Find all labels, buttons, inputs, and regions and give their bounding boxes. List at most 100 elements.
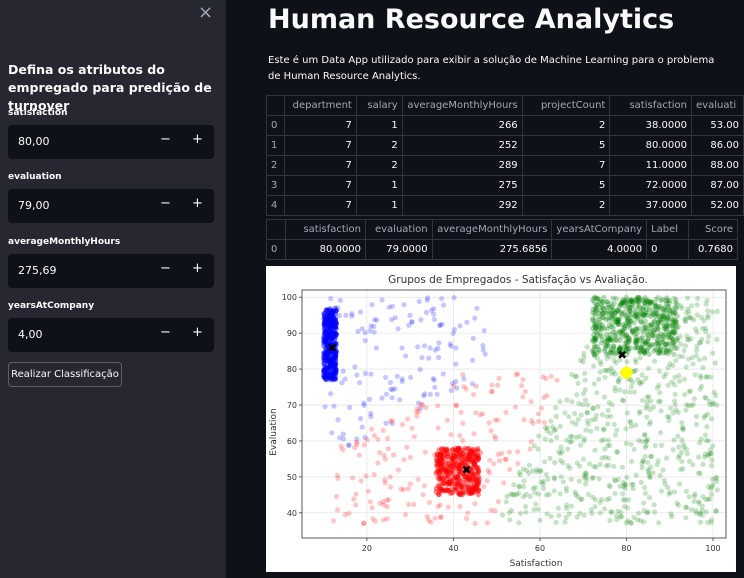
scatter-point: [323, 332, 329, 338]
scatter-point: [451, 476, 458, 482]
scatter-point: [367, 499, 373, 505]
scatter-point: [652, 303, 658, 309]
scatter-point: [329, 317, 335, 323]
years-at-company-input[interactable]: 4,00 − +: [8, 318, 214, 352]
scatter-point: [661, 315, 667, 321]
scatter-point: [409, 425, 415, 431]
scatter-point: [606, 495, 612, 502]
scatter-point: [624, 332, 630, 338]
scatter-point: [618, 344, 625, 351]
scatter-point: [540, 481, 546, 487]
scatter-point: [529, 468, 536, 474]
satisfaction-minus-button[interactable]: −: [160, 132, 171, 147]
scatter-point: [642, 299, 648, 305]
scatter-point: [332, 333, 338, 339]
scatter-point: [460, 487, 466, 494]
scatter-point: [450, 453, 456, 459]
scatter-point: [439, 488, 445, 494]
scatter-point: [471, 480, 477, 486]
years-at-company-plus-button[interactable]: +: [192, 325, 203, 340]
scatter-point: [633, 345, 639, 351]
scatter-point: [385, 435, 391, 441]
scatter-point: [665, 317, 671, 323]
scatter-point: [638, 335, 644, 341]
scatter-point: [637, 355, 643, 361]
scatter-point: [389, 418, 395, 424]
scatter-point: [456, 466, 462, 472]
close-sidebar-icon[interactable]: ×: [198, 2, 214, 23]
scatter-point: [332, 318, 338, 324]
scatter-point: [330, 321, 336, 327]
x-tick-label: 40: [448, 544, 458, 553]
scatter-point: [333, 320, 339, 326]
average-monthly-hours-input[interactable]: 275,69 − +: [8, 254, 214, 288]
scatter-point: [682, 315, 688, 322]
scatter-point: [326, 359, 332, 365]
satisfaction-plus-button[interactable]: +: [192, 132, 203, 147]
evaluation-minus-button[interactable]: −: [160, 196, 171, 211]
scatter-point: [367, 328, 373, 334]
evaluation-input[interactable]: 79,00 − +: [8, 189, 214, 223]
scatter-point: [644, 399, 650, 405]
scatter-point: [649, 307, 656, 313]
years-at-company-minus-button[interactable]: −: [160, 325, 171, 340]
classify-button[interactable]: Realizar Classificação: [8, 362, 122, 387]
scatter-point: [683, 310, 689, 316]
scatter-point: [647, 300, 653, 306]
scatter-point: [574, 373, 580, 379]
scatter-point: [456, 465, 462, 471]
scatter-point: [327, 306, 333, 312]
scatter-point: [330, 329, 336, 335]
scatter-point: [670, 447, 676, 453]
scatter-point: [437, 489, 443, 495]
scatter-point: [642, 453, 648, 459]
scatter-point: [631, 320, 637, 326]
scatter-point: [663, 317, 670, 323]
average-monthly-hours-value[interactable]: 275,69: [18, 264, 57, 277]
scatter-point: [639, 397, 645, 403]
scatter-point: [684, 446, 690, 452]
scatter-point: [644, 312, 650, 319]
scatter-point: [621, 389, 628, 395]
scatter-point: [327, 365, 333, 371]
scatter-chart: Grupos de Empregados - Satisfação vs Ava…: [269, 274, 727, 569]
scatter-point: [593, 325, 599, 331]
scatter-point: [451, 383, 457, 389]
scatter-point: [328, 350, 334, 356]
scatter-point: [665, 303, 671, 309]
scatter-point: [642, 485, 648, 491]
years-at-company-value[interactable]: 4,00: [18, 328, 43, 341]
average-monthly-hours-plus-button[interactable]: +: [192, 261, 203, 276]
scatter-point: [621, 297, 627, 304]
scatter-point: [361, 402, 367, 408]
scatter-point: [642, 350, 648, 356]
scatter-point: [322, 322, 328, 328]
scatter-point: [634, 336, 640, 342]
scatter-point: [474, 457, 480, 463]
scatter-point: [640, 458, 646, 464]
satisfaction-input[interactable]: 80,00 − +: [8, 125, 214, 159]
satisfaction-value[interactable]: 80,00: [18, 135, 50, 148]
scatter-point: [707, 402, 713, 408]
scatter-point: [647, 343, 654, 349]
scatter-point: [636, 294, 642, 300]
table-cell: 7: [283, 155, 357, 176]
scatter-point: [621, 398, 627, 404]
evaluation-plus-button[interactable]: +: [192, 196, 203, 211]
scatter-point: [323, 350, 329, 356]
scatter-point: [699, 512, 705, 518]
scatter-point: [516, 484, 522, 490]
scatter-point: [463, 456, 469, 462]
scatter-point: [699, 336, 705, 342]
scatter-point: [362, 370, 368, 377]
scatter-point: [452, 459, 458, 465]
scatter-point: [617, 337, 623, 343]
scatter-point: [613, 329, 619, 335]
scatter-point: [703, 374, 709, 380]
scatter-point: [623, 294, 629, 300]
scatter-point: [613, 296, 619, 302]
evaluation-value[interactable]: 79,00: [18, 199, 50, 212]
scatter-point: [635, 301, 641, 307]
average-monthly-hours-minus-button[interactable]: −: [160, 261, 171, 276]
scatter-point: [461, 480, 467, 486]
